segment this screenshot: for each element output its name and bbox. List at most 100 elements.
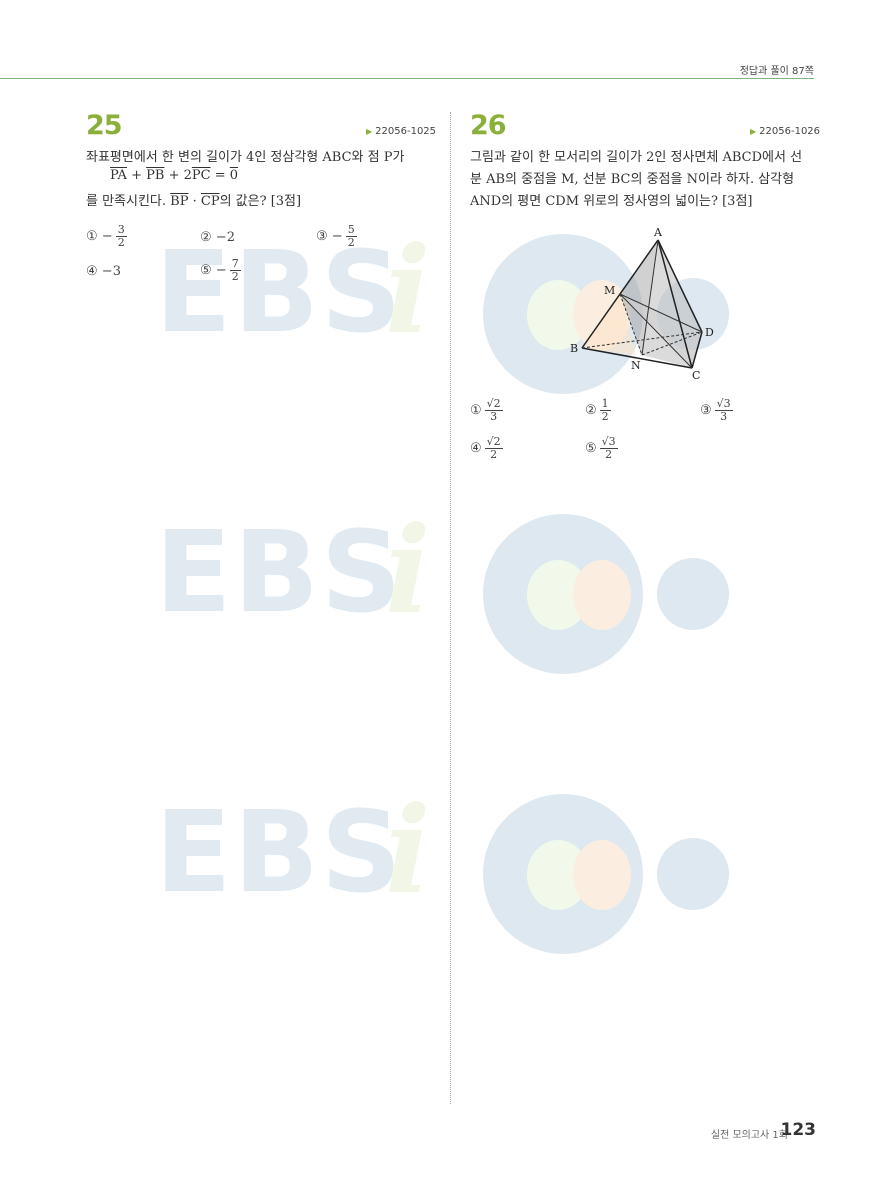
vector-pa: PA	[110, 168, 127, 183]
question-number: 26	[470, 110, 507, 141]
edge-ad	[657, 239, 703, 333]
option-mark: ②	[585, 403, 597, 418]
numerator: √2	[484, 397, 503, 411]
option-sign: −	[215, 263, 227, 278]
header-rule	[0, 78, 814, 79]
denominator: 3	[720, 410, 728, 423]
option-mark: ①	[86, 229, 98, 244]
numerator: 7	[229, 257, 241, 271]
plus: +	[126, 168, 147, 183]
numerator: √3	[714, 397, 733, 411]
denominator: 2	[601, 410, 609, 423]
option-3[interactable]: ③ √3 3	[700, 398, 733, 423]
orange-face	[582, 294, 636, 355]
text-post: 의 값은? [3점]	[219, 194, 302, 209]
question-text: 분 AB의 중점을 M, 선분 BC의 중점을 N이라 하자. 삼각형	[470, 172, 795, 187]
question-number: 25	[86, 110, 123, 141]
option-2[interactable]: ② −2	[200, 230, 235, 245]
denominator: 2	[490, 448, 498, 461]
fraction: √2 2	[484, 435, 503, 461]
numerator: 5	[345, 223, 357, 237]
option-mark: ③	[700, 403, 712, 418]
edge-bc	[581, 347, 693, 369]
label-d: D	[705, 326, 714, 339]
option-5[interactable]: ⑤ √3 2	[585, 436, 618, 461]
denominator: 2	[231, 270, 239, 283]
option-mark: ⑤	[200, 263, 212, 278]
fraction: √3 3	[714, 397, 733, 423]
option-mark: ⑤	[585, 441, 597, 456]
question-code-text: 22056-1026	[759, 126, 821, 137]
option-sign: −	[101, 229, 113, 244]
option-mark: ①	[470, 403, 482, 418]
watermark-i: i	[385, 780, 431, 921]
question-text: 좌표평면에서 한 변의 길이가 4인 정삼각형 ABC와 점 P가	[86, 150, 405, 165]
column-divider	[450, 112, 451, 1104]
watermark-letters: EBS	[155, 788, 404, 918]
question-text: AND의 평면 CDM 위로의 정사영의 넓이는? [3점]	[470, 194, 753, 209]
edge-cd	[691, 331, 703, 369]
face-shade-left	[620, 240, 658, 355]
option-mark: ③	[316, 229, 328, 244]
option-4[interactable]: ④ √2 2	[470, 436, 503, 461]
plus-two: + 2	[164, 168, 192, 183]
numerator: 1	[599, 397, 611, 411]
option-mark: ④	[86, 264, 98, 279]
numerator: √3	[599, 435, 618, 449]
zero-vector: 0	[229, 168, 239, 183]
label-n: N	[631, 359, 641, 372]
question-code: ▶ 22056-1026	[750, 126, 820, 137]
edge-md	[619, 293, 703, 333]
equals: =	[210, 168, 230, 183]
question-text: 그림과 같이 한 모서리의 길이가 2인 정사면체 ABCD에서 선	[470, 150, 803, 165]
watermark-letters: EBS	[155, 508, 404, 638]
watermark-dot	[657, 558, 729, 630]
fraction: √2 3	[484, 397, 503, 423]
watermark-inner-orange	[573, 840, 631, 910]
dot-product: ·	[188, 194, 201, 209]
answer-reference: 정답과 풀이 87쪽	[739, 66, 814, 77]
numerator: √2	[484, 435, 503, 449]
question-text: 를 만족시킨다. BP · CP의 값은? [3점]	[86, 190, 301, 209]
edge-ac	[657, 239, 693, 369]
option-1[interactable]: ① √2 3	[470, 398, 503, 423]
edge-nd	[641, 331, 703, 356]
vector-cp: CP	[200, 194, 220, 209]
vector-pb: PB	[146, 168, 165, 183]
watermark-inner-orange	[573, 560, 631, 630]
label-m: M	[604, 284, 615, 297]
option-sign: −	[331, 229, 343, 244]
vector-bp: BP	[170, 194, 189, 209]
triangle-icon: ▶	[366, 127, 373, 136]
question-code: ▶ 22056-1025	[366, 126, 436, 137]
watermark-i: i	[385, 500, 431, 641]
vector-equation: PA + PB + 2PC = 0	[110, 168, 238, 183]
option-mark: ②	[200, 230, 212, 245]
option-value: −2	[215, 230, 235, 245]
fraction: √3 2	[599, 435, 618, 461]
watermark-i: i	[385, 220, 431, 361]
triangle-icon: ▶	[750, 127, 757, 136]
denominator: 2	[117, 236, 125, 249]
vector-pc: PC	[191, 168, 211, 183]
edge-mn	[619, 293, 643, 356]
denominator: 2	[605, 448, 613, 461]
option-4[interactable]: ④ −3	[86, 264, 121, 279]
text-pre: 를 만족시킨다.	[86, 194, 171, 209]
tetrahedron-figure: A M D B N C	[570, 226, 714, 382]
edge-bd	[581, 331, 703, 349]
label-b: B	[570, 342, 578, 355]
denominator: 2	[347, 236, 355, 249]
question-code-text: 22056-1025	[375, 126, 437, 137]
label-a: A	[653, 226, 663, 239]
edge-mc	[619, 293, 693, 369]
projection-face	[620, 294, 700, 368]
